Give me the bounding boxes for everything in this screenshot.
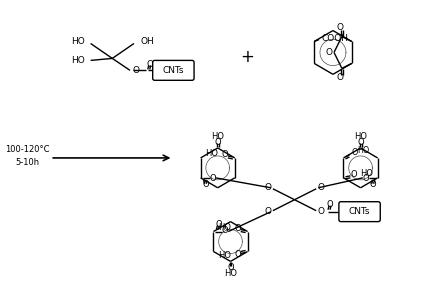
- Text: +: +: [240, 49, 254, 66]
- FancyBboxPatch shape: [153, 60, 194, 80]
- Text: HO: HO: [218, 251, 231, 260]
- Text: HO: HO: [71, 56, 85, 65]
- Text: O: O: [317, 183, 325, 192]
- Text: O: O: [265, 207, 271, 216]
- Text: O: O: [265, 183, 271, 192]
- Text: O: O: [222, 150, 228, 160]
- Text: O: O: [227, 263, 234, 272]
- Text: O: O: [357, 137, 364, 146]
- Text: 100-120°C: 100-120°C: [5, 146, 50, 154]
- Text: 5-10h: 5-10h: [16, 158, 40, 167]
- Text: O: O: [132, 66, 139, 75]
- Text: O: O: [209, 174, 216, 183]
- Text: CNTs: CNTs: [163, 66, 184, 75]
- Text: CNTs: CNTs: [349, 207, 370, 216]
- Text: O: O: [337, 73, 343, 82]
- Text: O: O: [234, 224, 241, 233]
- Text: COOH: COOH: [321, 34, 348, 43]
- Text: O: O: [350, 170, 357, 179]
- Text: HO: HO: [205, 150, 218, 158]
- Text: HO: HO: [360, 169, 373, 178]
- Text: HO: HO: [354, 131, 367, 141]
- Text: O: O: [202, 180, 209, 189]
- Text: O: O: [325, 48, 333, 57]
- Text: O: O: [317, 207, 325, 216]
- Text: O: O: [222, 226, 229, 235]
- Text: HO: HO: [224, 269, 237, 278]
- Text: O: O: [337, 23, 343, 32]
- Text: HO: HO: [71, 37, 85, 46]
- Text: O: O: [214, 137, 221, 146]
- Text: HO: HO: [211, 131, 224, 141]
- FancyBboxPatch shape: [339, 202, 380, 222]
- Text: O: O: [146, 60, 153, 69]
- Text: OH: OH: [141, 37, 155, 46]
- Text: O: O: [327, 200, 333, 209]
- Text: O: O: [362, 174, 369, 183]
- Text: O: O: [215, 220, 222, 229]
- Text: O: O: [369, 180, 376, 189]
- Text: O: O: [234, 250, 241, 259]
- Text: HO: HO: [218, 223, 231, 232]
- Text: O: O: [351, 148, 358, 158]
- Text: HO: HO: [357, 146, 369, 156]
